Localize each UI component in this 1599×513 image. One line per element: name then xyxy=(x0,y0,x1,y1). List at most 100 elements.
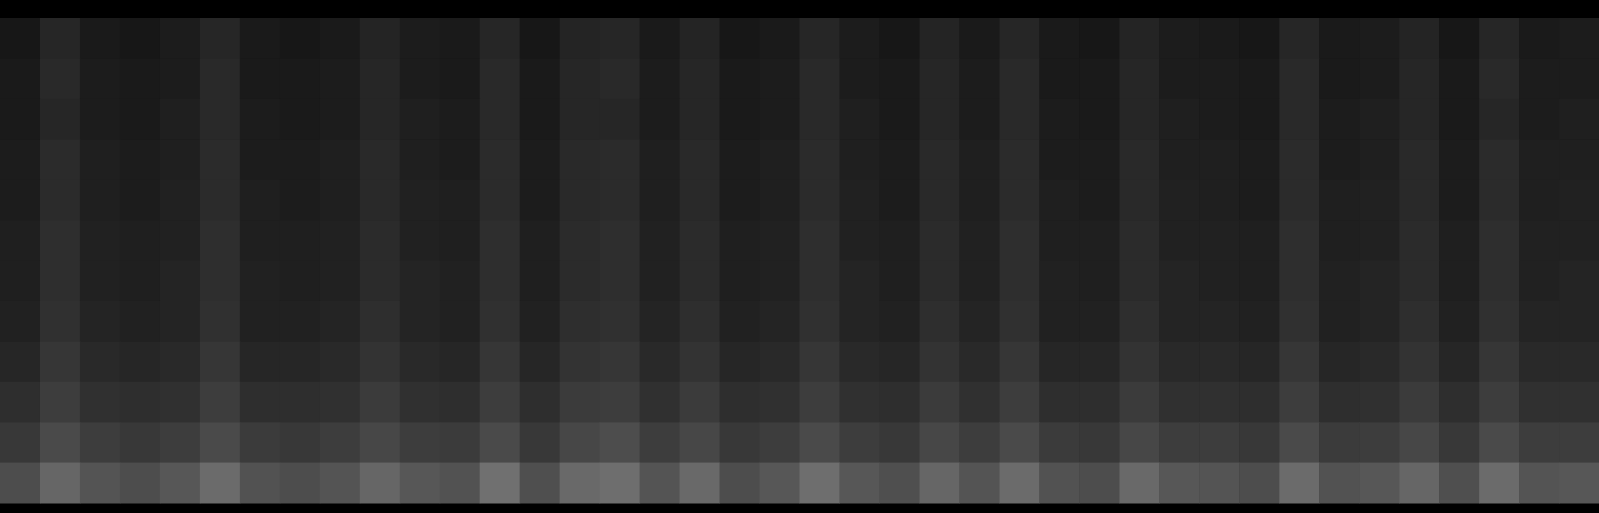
cell xyxy=(1439,139,1479,180)
cell xyxy=(1399,422,1439,463)
cell xyxy=(1239,261,1279,302)
cell xyxy=(1519,58,1559,99)
cell xyxy=(1399,180,1439,221)
cell xyxy=(1399,341,1439,382)
cell xyxy=(720,382,760,423)
cell xyxy=(200,58,240,99)
cell xyxy=(1439,58,1479,99)
cell xyxy=(520,341,560,382)
cell xyxy=(1559,301,1599,342)
cell xyxy=(80,139,120,180)
cell xyxy=(1559,261,1599,302)
cell xyxy=(1199,220,1239,261)
cell xyxy=(1319,99,1359,140)
cell xyxy=(839,180,879,221)
cell xyxy=(40,58,80,99)
cell xyxy=(1479,261,1519,302)
cell xyxy=(160,99,200,140)
cell xyxy=(280,341,320,382)
cell xyxy=(1119,180,1159,221)
cell xyxy=(1079,139,1119,180)
cell xyxy=(1359,422,1399,463)
cell xyxy=(720,463,760,504)
cell xyxy=(1199,18,1239,59)
cell xyxy=(280,301,320,342)
cell xyxy=(1119,301,1159,342)
cell xyxy=(1199,382,1239,423)
cell xyxy=(680,139,720,180)
cell xyxy=(40,18,80,59)
cell xyxy=(1159,422,1199,463)
cell xyxy=(1479,301,1519,342)
cell xyxy=(1039,341,1079,382)
cell xyxy=(1239,301,1279,342)
cell xyxy=(480,261,520,302)
cell xyxy=(1159,180,1199,221)
cell xyxy=(640,382,680,423)
cell xyxy=(120,341,160,382)
cell xyxy=(640,301,680,342)
cell xyxy=(919,382,959,423)
cell xyxy=(280,139,320,180)
cell xyxy=(1119,463,1159,504)
cell xyxy=(1319,220,1359,261)
cell xyxy=(1519,99,1559,140)
cell xyxy=(320,220,360,261)
cell xyxy=(1239,180,1279,221)
cell xyxy=(999,220,1039,261)
cell xyxy=(240,463,280,504)
cell xyxy=(680,180,720,221)
cell xyxy=(1199,261,1239,302)
cell xyxy=(1279,463,1319,504)
cell xyxy=(1319,463,1359,504)
cell xyxy=(1239,220,1279,261)
cell xyxy=(959,58,999,99)
cell xyxy=(800,341,840,382)
cell xyxy=(800,220,840,261)
cell xyxy=(680,220,720,261)
cell xyxy=(1399,58,1439,99)
cell xyxy=(360,382,400,423)
background xyxy=(0,0,1599,513)
cell xyxy=(600,99,640,140)
cell xyxy=(480,58,520,99)
cell xyxy=(800,422,840,463)
cell xyxy=(1359,18,1399,59)
cell xyxy=(600,261,640,302)
cell xyxy=(720,18,760,59)
cell xyxy=(560,180,600,221)
cell xyxy=(1039,58,1079,99)
cell xyxy=(760,382,800,423)
cell xyxy=(200,301,240,342)
cell xyxy=(560,139,600,180)
cell xyxy=(1079,382,1119,423)
cell xyxy=(1279,99,1319,140)
cell xyxy=(959,261,999,302)
cell xyxy=(160,220,200,261)
cell xyxy=(200,180,240,221)
cell xyxy=(600,18,640,59)
cell xyxy=(800,99,840,140)
cell xyxy=(959,18,999,59)
cell xyxy=(440,220,480,261)
cell xyxy=(240,18,280,59)
cell xyxy=(520,58,560,99)
cell xyxy=(720,220,760,261)
cell xyxy=(1039,18,1079,59)
cell xyxy=(440,463,480,504)
cell xyxy=(440,180,480,221)
cell xyxy=(959,99,999,140)
cell xyxy=(680,58,720,99)
cell xyxy=(560,58,600,99)
cell xyxy=(760,220,800,261)
cell xyxy=(959,301,999,342)
cell xyxy=(160,422,200,463)
cell xyxy=(720,58,760,99)
cell xyxy=(600,463,640,504)
cell xyxy=(1439,99,1479,140)
cell xyxy=(640,341,680,382)
cell xyxy=(1319,180,1359,221)
cell xyxy=(480,463,520,504)
cell xyxy=(919,99,959,140)
cell xyxy=(200,341,240,382)
